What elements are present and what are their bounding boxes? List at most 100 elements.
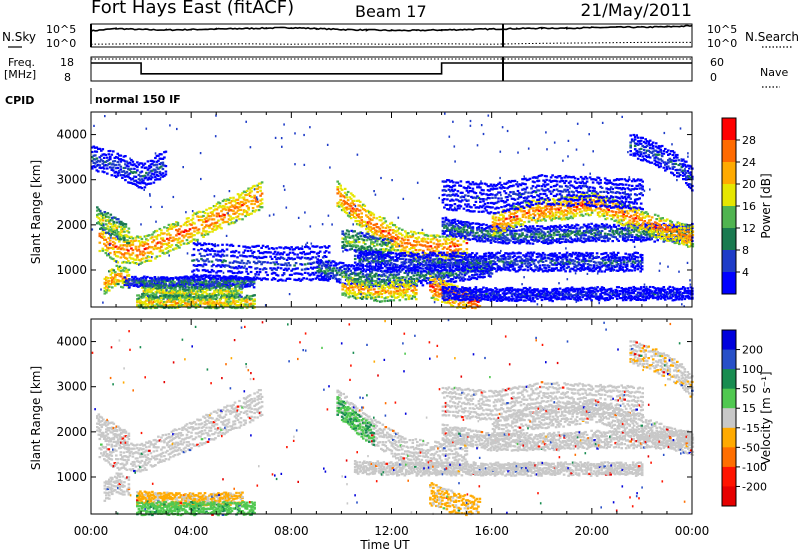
power-cell [241, 271, 244, 273]
power-cell [209, 253, 212, 255]
power-cell [156, 296, 159, 298]
power-cell [344, 290, 347, 292]
power-cell [217, 220, 220, 222]
power-cell [623, 259, 626, 261]
power-cell [415, 292, 418, 294]
power-cell [513, 255, 516, 257]
power-cell [368, 269, 371, 271]
power-cell [410, 263, 413, 265]
power-cell [229, 197, 232, 199]
power-cell [470, 267, 473, 269]
power-cell [313, 274, 316, 276]
power-cell [162, 237, 165, 239]
power-cell [114, 224, 117, 226]
power-cell [641, 265, 644, 267]
power-cell [333, 267, 336, 269]
power-cell [208, 218, 211, 220]
power-cell [102, 250, 105, 252]
power-cell [225, 209, 228, 211]
power-cell [420, 270, 423, 272]
power-cell [256, 191, 259, 193]
power-cell [443, 238, 446, 240]
power-cell [241, 218, 244, 220]
power-cell [116, 221, 119, 223]
power-cell [373, 227, 376, 229]
power-cell [540, 268, 543, 270]
power-cell [353, 200, 356, 202]
power-cell [102, 219, 105, 221]
power-cell [135, 246, 138, 248]
power-cell [413, 247, 416, 249]
power-cell [359, 201, 362, 203]
power-cell [246, 211, 249, 213]
power-cell [266, 261, 269, 263]
power-cell [358, 238, 361, 240]
power-cell [110, 214, 113, 216]
power-cell [148, 234, 151, 236]
power-cell [356, 297, 359, 299]
power-cell [477, 270, 480, 272]
power-cell [123, 239, 126, 241]
power-cell [144, 252, 147, 254]
power-cell [390, 262, 393, 264]
power-cell [259, 261, 262, 263]
power-cell [380, 251, 383, 253]
power-cell [250, 190, 253, 192]
power-cell [355, 278, 358, 280]
power-cell [347, 199, 350, 201]
power-cell [192, 218, 195, 220]
power-cell [205, 264, 208, 266]
power-cell [197, 270, 200, 272]
power-cell [128, 228, 131, 230]
power-cell [156, 256, 159, 258]
power-cell [116, 229, 119, 231]
power-cell [105, 291, 108, 293]
power-cell [545, 267, 548, 269]
power-cell [389, 229, 392, 231]
power-cell [238, 203, 241, 205]
power-cell [124, 276, 127, 278]
power-cell [195, 227, 198, 229]
power-cell [464, 278, 467, 280]
power-cell [341, 241, 344, 243]
power-cell [361, 232, 364, 234]
power-cell [345, 212, 348, 214]
power-cell [166, 247, 169, 249]
power-cell [413, 275, 416, 277]
power-cell [106, 250, 109, 252]
power-cell [521, 262, 524, 264]
power-cell [105, 252, 108, 254]
power-cell [615, 254, 618, 256]
power-cell [225, 203, 228, 205]
power-cell [385, 227, 388, 229]
power-cell [405, 258, 408, 260]
power-cell [404, 249, 407, 251]
power-data-cells [91, 113, 694, 310]
power-cell [132, 249, 135, 251]
power-cell [206, 289, 209, 291]
frequency-panel: Freq. [MHz] 18 8 60 0 Nave [4, 56, 788, 87]
power-cell [147, 239, 150, 241]
power-cell [240, 302, 243, 304]
power-cell [600, 270, 603, 272]
power-cell [156, 230, 159, 232]
power-cell [247, 273, 250, 275]
power-cell [289, 278, 292, 280]
power-cell [352, 235, 355, 237]
power-cell [141, 262, 144, 264]
power-cell [455, 280, 458, 282]
power-cell [344, 233, 347, 235]
power-cell [381, 300, 384, 302]
power-cell [359, 235, 362, 237]
power-cell [274, 251, 277, 253]
power-cell [328, 245, 331, 247]
power-cell [467, 259, 470, 261]
power-cell [145, 279, 148, 281]
power-cell [375, 269, 378, 271]
power-cell [346, 249, 349, 251]
power-cell [265, 256, 268, 258]
power-cell [193, 248, 196, 250]
power-cell [126, 239, 129, 241]
power-cell [509, 255, 512, 257]
